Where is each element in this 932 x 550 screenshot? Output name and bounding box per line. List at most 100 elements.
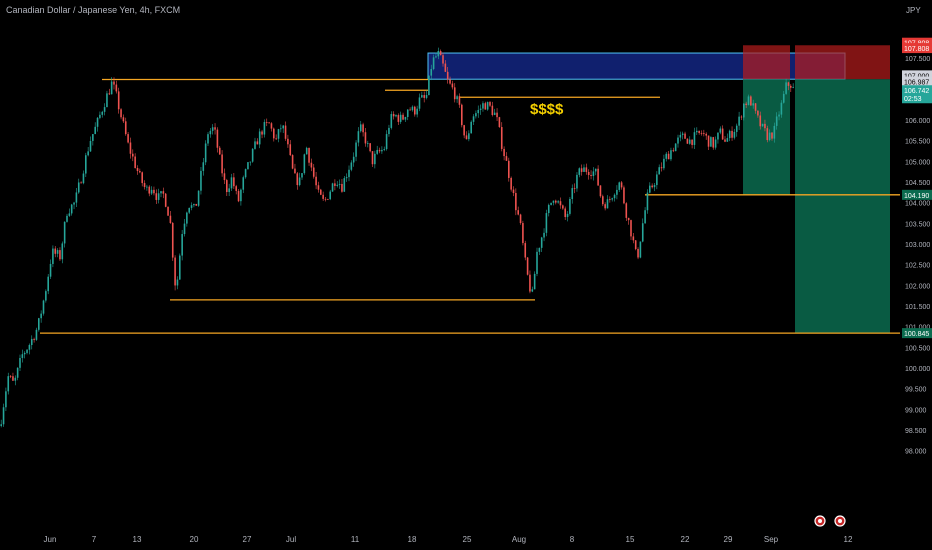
candle-body <box>766 128 769 141</box>
candle-body <box>315 176 317 186</box>
x-tick-label: 8 <box>570 535 575 544</box>
x-tick-label: 15 <box>626 535 635 544</box>
zones-layer <box>427 45 890 334</box>
candle-body <box>435 56 437 58</box>
candle-body <box>491 105 494 116</box>
candle-body <box>258 131 261 145</box>
price-label-target: 104.190 <box>902 189 932 200</box>
candle-body <box>82 173 85 184</box>
candle-body <box>733 131 736 138</box>
candle-body <box>26 349 28 353</box>
zone-short-stop <box>795 45 890 80</box>
candle-body <box>101 111 104 115</box>
candle-body <box>223 173 226 181</box>
price-label-target: 100.845 <box>902 328 932 339</box>
candle-body <box>66 215 68 222</box>
candle-body <box>641 223 644 242</box>
candle-body <box>505 156 508 161</box>
candle-body <box>418 97 421 109</box>
price-label-bg <box>902 70 932 81</box>
candle-body <box>211 127 214 131</box>
candle-body <box>96 117 99 127</box>
candle-body <box>735 125 738 132</box>
candle-body <box>113 81 115 85</box>
candle-body <box>536 251 538 274</box>
event-marker-icon[interactable] <box>834 515 846 527</box>
candle-body <box>195 203 198 206</box>
candle-body <box>348 169 350 178</box>
candle-body <box>529 274 531 292</box>
candle-body <box>336 184 339 186</box>
event-marker-icon[interactable] <box>814 515 826 527</box>
candle-body <box>524 243 527 258</box>
candle-body <box>644 210 646 224</box>
candle-body <box>141 172 143 184</box>
candle-body <box>115 84 118 92</box>
price-label-stop: 107.808 <box>902 43 932 54</box>
event-markers[interactable] <box>814 515 846 527</box>
candle-body <box>261 131 263 135</box>
candle-body <box>143 183 146 188</box>
candle-body <box>451 83 454 88</box>
candle-body <box>437 51 440 57</box>
candle-body <box>2 407 5 425</box>
candle-body <box>19 357 21 368</box>
candle-body <box>14 377 17 381</box>
candle-body <box>684 133 686 139</box>
candle-body <box>465 135 468 140</box>
candle-body <box>110 81 113 95</box>
candle-body <box>52 248 54 264</box>
candle-body <box>106 93 108 108</box>
candle-body <box>658 167 660 175</box>
x-axis[interactable]: Jun 7 13 20 27 Jul 11 18 25 Aug 8 15 22 29 Sep 12 <box>44 535 853 544</box>
candle-body <box>228 188 230 193</box>
candle-body <box>139 171 141 173</box>
candle-body <box>134 156 136 168</box>
candle-body <box>597 168 599 186</box>
candle-body <box>463 125 465 136</box>
price-label-bg <box>902 76 932 87</box>
candle-body <box>209 130 212 135</box>
candle-body <box>559 201 562 206</box>
candle-body <box>56 250 59 254</box>
price-label-bg <box>902 43 932 54</box>
candle-body <box>221 154 223 174</box>
candle-body <box>637 249 639 258</box>
candle-body <box>207 134 209 144</box>
candle-body <box>569 199 571 214</box>
candle-body <box>320 189 322 195</box>
candle-body <box>157 193 160 200</box>
candle-body <box>179 255 181 280</box>
candle-body <box>237 190 240 202</box>
x-tick-label: Sep <box>764 535 779 544</box>
candle-body <box>493 112 496 116</box>
candle-body <box>653 185 656 188</box>
x-tick-label: Aug <box>512 535 526 544</box>
candle-body <box>355 142 357 157</box>
candle-body <box>571 188 574 200</box>
candle-body <box>545 213 548 233</box>
candle-body <box>371 151 374 165</box>
candle-body <box>728 130 731 139</box>
candle-body <box>421 95 423 98</box>
candle-body <box>249 161 252 163</box>
candle-body <box>374 153 376 165</box>
candle-body <box>399 114 402 122</box>
candle-body <box>202 162 205 171</box>
candle-body <box>331 183 334 192</box>
x-tick-label: 11 <box>351 535 360 544</box>
price-label-bg <box>902 85 932 104</box>
candle-body <box>665 153 668 159</box>
candle-body <box>672 150 675 152</box>
candle-body <box>538 247 541 252</box>
y-tick-label: 100.000 <box>905 366 930 373</box>
candle-body <box>470 121 472 134</box>
candle-body <box>327 199 329 200</box>
candle-body <box>92 134 94 141</box>
candle-body <box>94 126 96 135</box>
candle-body <box>322 194 324 199</box>
candle-body <box>696 130 698 133</box>
candle-body <box>85 155 87 174</box>
